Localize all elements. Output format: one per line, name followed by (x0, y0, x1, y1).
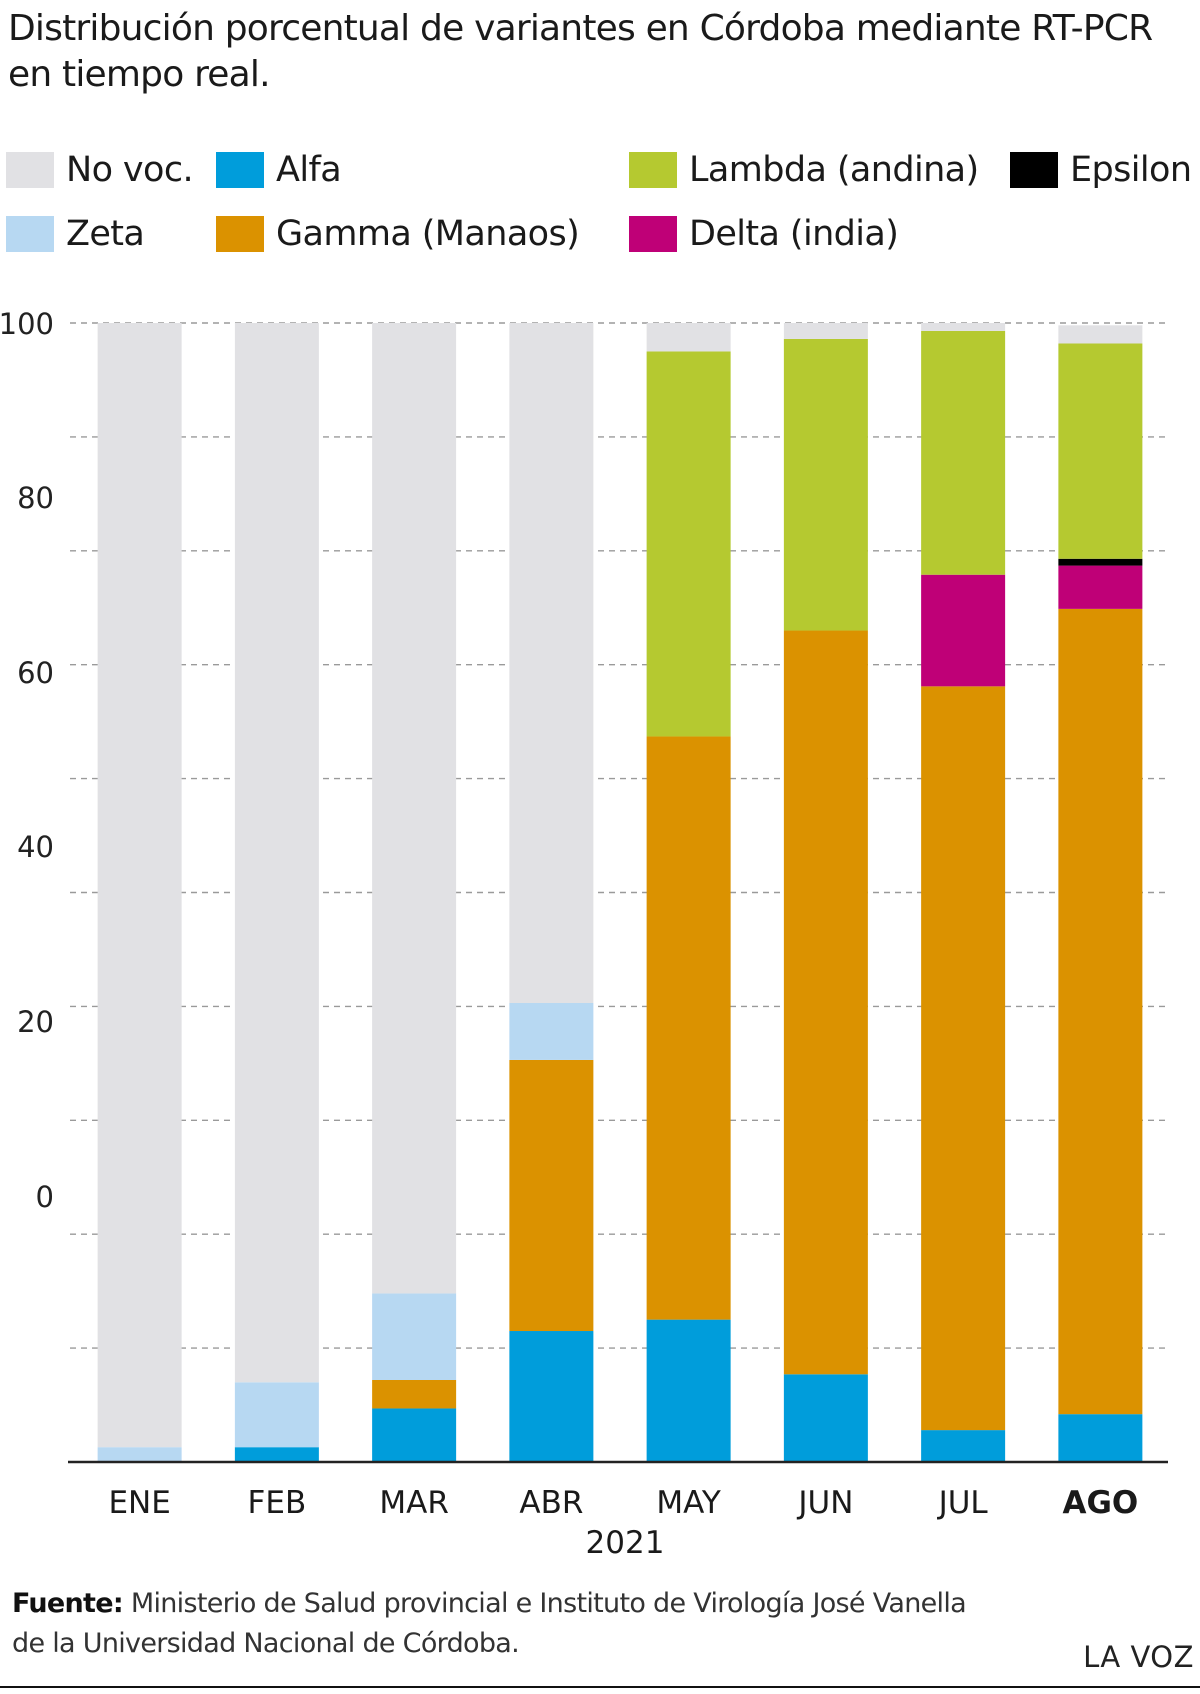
legend-item-lambda: Lambda (andina) (629, 148, 979, 192)
x-tick-label: AGO (1062, 1485, 1138, 1521)
bar-segment (1058, 1414, 1143, 1462)
legend-label-zeta: Zeta (66, 214, 145, 254)
bar-segment (234, 1382, 319, 1448)
legend-swatch-epsilon (1010, 152, 1058, 188)
bar-segment (921, 1430, 1006, 1462)
bar-segment (97, 1447, 182, 1462)
legend-label-epsilon: Epsilon (1070, 150, 1192, 190)
x-tick-label: MAR (379, 1485, 449, 1521)
x-tick-label: ENE (108, 1485, 170, 1521)
legend-swatch-delta (629, 216, 677, 252)
x-axis-label: 2021 (586, 1525, 665, 1561)
bar-segment (783, 323, 868, 339)
y-tick-label: 20 (17, 1005, 54, 1039)
bar-segment (783, 1374, 868, 1462)
bar-segment (97, 323, 182, 1448)
legend-label-gamma: Gamma (Manaos) (276, 214, 580, 254)
legend-item-no-voc: No voc. (6, 148, 194, 192)
bar-segment (1058, 565, 1143, 609)
y-tick-label: 40 (17, 830, 54, 864)
brand-logo: LA VOZ (1083, 1640, 1194, 1674)
legend-swatch-lambda (629, 152, 677, 188)
legend: No voc. Alfa Lambda (andina) Epsilon Zet… (6, 148, 1200, 268)
bar-segment (509, 323, 594, 1003)
legend-swatch-alfa (216, 152, 264, 188)
legend-label-lambda: Lambda (andina) (689, 150, 979, 190)
legend-item-epsilon: Epsilon (1010, 148, 1192, 192)
bar-segment (921, 574, 1006, 687)
bar-segment (372, 1293, 457, 1380)
bar-segment (646, 351, 731, 737)
y-tick-label: 100 (0, 307, 54, 341)
legend-item-zeta: Zeta (6, 212, 145, 256)
bar-segment (1058, 558, 1143, 566)
bar-segment (646, 323, 731, 352)
x-tick-label: MAY (656, 1485, 721, 1521)
legend-label-no-voc: No voc. (66, 150, 194, 190)
bar-segment (234, 1447, 319, 1462)
bar-segment (509, 1059, 594, 1332)
bar-segment (783, 338, 868, 631)
legend-swatch-gamma (216, 216, 264, 252)
y-tick-label: 60 (17, 656, 54, 690)
bar-segment (783, 630, 868, 1375)
legend-item-delta: Delta (india) (629, 212, 899, 256)
x-tick-label: JUN (796, 1485, 853, 1521)
bar-segment (372, 1408, 457, 1462)
bar-segment (234, 323, 319, 1383)
bar-segment (1058, 325, 1143, 344)
legend-item-gamma: Gamma (Manaos) (216, 212, 580, 256)
bottom-rule (0, 1686, 1200, 1688)
bar-segment (646, 1319, 731, 1462)
source-label: Fuente: (12, 1588, 124, 1619)
source-text: Ministerio de Salud provincial e Institu… (12, 1588, 967, 1659)
bar-segment (372, 323, 457, 1294)
bar-segment (372, 1379, 457, 1409)
bar-segment (921, 323, 1006, 331)
x-tick-label: JUL (937, 1485, 989, 1521)
legend-swatch-no-voc (6, 152, 54, 188)
bar-segment (646, 736, 731, 1320)
bar-segment (921, 686, 1006, 1431)
y-tick-label: 0 (36, 1180, 54, 1214)
legend-item-alfa: Alfa (216, 148, 342, 192)
bar-segment (509, 1331, 594, 1462)
chart-title: Distribución porcentual de variantes en … (8, 8, 1153, 95)
x-tick-label: ABR (519, 1485, 583, 1521)
bar-segment (1058, 343, 1143, 559)
bar-segment (921, 330, 1006, 575)
x-tick-label: FEB (248, 1485, 307, 1521)
y-tick-label: 80 (17, 481, 54, 515)
legend-swatch-zeta (6, 216, 54, 252)
bar-segment (509, 1002, 594, 1060)
source-note: Fuente: Ministerio de Salud provincial e… (12, 1584, 992, 1664)
bar-segment (1058, 608, 1143, 1415)
stacked-bar-chart: 100 80 60 40 20 0 ENE FEB MAR ABR MAY JUN JUL AGO 2021 (0, 307, 1168, 1561)
legend-label-delta: Delta (india) (689, 214, 899, 254)
legend-label-alfa: Alfa (276, 150, 342, 190)
